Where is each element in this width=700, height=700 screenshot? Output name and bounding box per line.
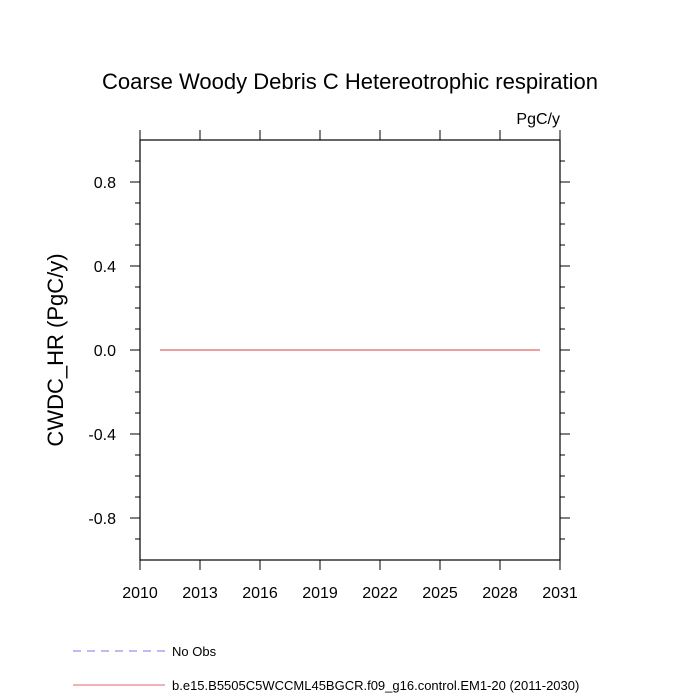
x-tick-label: 2025 xyxy=(422,585,458,602)
x-tick-label: 2010 xyxy=(122,585,158,602)
x-tick-label: 2016 xyxy=(242,585,278,602)
y-tick-label: 0.8 xyxy=(94,175,116,192)
chart-title: Coarse Woody Debris C Hetereotrophic res… xyxy=(102,69,598,94)
legend-label-1: b.e15.B5505C5WCCML45BGCR.f09_g16.control… xyxy=(172,678,579,693)
x-tick-label: 2013 xyxy=(182,585,218,602)
x-tick-labels: 2010 2013 2016 2019 2022 2025 2028 2031 xyxy=(122,585,578,602)
legend-label-0: No Obs xyxy=(172,644,217,659)
axis-ticks xyxy=(130,130,570,570)
x-tick-label: 2019 xyxy=(302,585,338,602)
x-tick-label: 2022 xyxy=(362,585,398,602)
y-tick-label: -0.8 xyxy=(88,511,116,528)
y-tick-label: 0.4 xyxy=(94,259,116,276)
units-label: PgC/y xyxy=(516,111,560,128)
y-tick-labels: -0.8 -0.4 0.0 0.4 0.8 xyxy=(88,175,116,528)
legend: No Obs b.e15.B5505C5WCCML45BGCR.f09_g16.c… xyxy=(73,644,579,693)
y-axis-label: CWDC_HR (PgC/y) xyxy=(43,253,68,446)
x-tick-label: 2028 xyxy=(482,585,518,602)
x-tick-label: 2031 xyxy=(542,585,578,602)
y-tick-label: 0.0 xyxy=(94,343,116,360)
y-tick-label: -0.4 xyxy=(88,427,116,444)
